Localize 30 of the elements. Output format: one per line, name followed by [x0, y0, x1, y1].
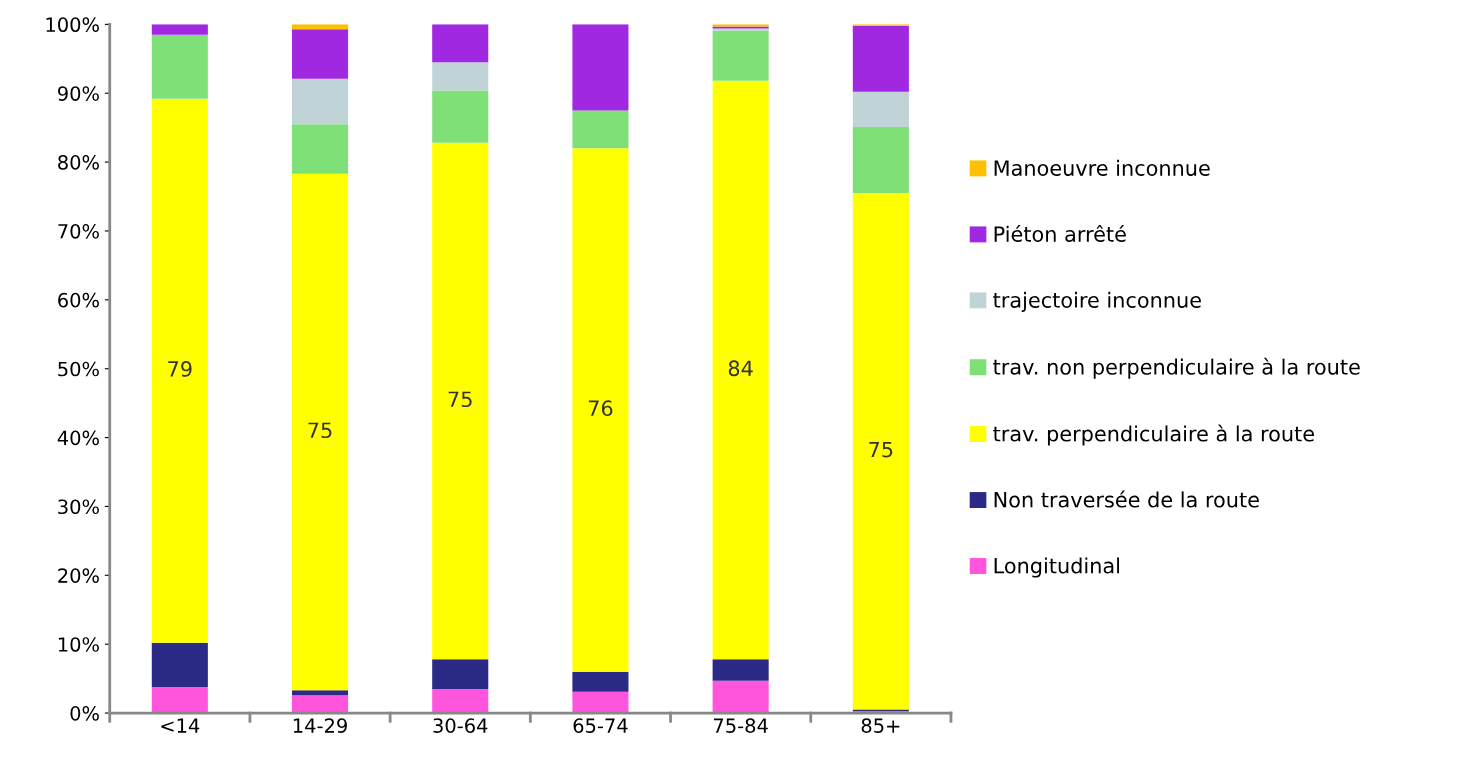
- y-tick-label: 60%: [58, 292, 99, 308]
- legend-label: Piéton arrêté: [994, 224, 1126, 242]
- data-label: 75: [869, 441, 893, 458]
- y-tick-label: 80%: [58, 155, 99, 170]
- legend-label: trav. non perpendiculaire à la route: [993, 357, 1360, 379]
- data-label: 75: [448, 391, 472, 408]
- y-tick-label: 90%: [58, 86, 99, 101]
- y-tick-label: 10%: [58, 637, 99, 652]
- x-tick-label: 85+: [861, 718, 900, 733]
- y-tick-label: 40%: [57, 430, 99, 446]
- y-tick-label: 100%: [46, 17, 99, 33]
- legend-label: trajectoire inconnue: [993, 291, 1201, 312]
- data-label: 75: [308, 422, 332, 439]
- legend-label: trav. perpendiculaire à la route: [993, 424, 1314, 446]
- x-tick-label: 65-74: [573, 718, 628, 733]
- x-tick-label: 30-64: [433, 718, 488, 733]
- x-tick-label: 75-84: [713, 718, 768, 733]
- y-tick-label: 30%: [58, 499, 99, 515]
- data-label: 79: [168, 361, 192, 377]
- y-tick-label: 70%: [58, 223, 99, 239]
- y-tick-label: 50%: [58, 361, 99, 377]
- x-tick-label: <14: [161, 718, 200, 733]
- legend-label: Manoeuvre inconnue: [994, 159, 1210, 176]
- y-tick-label: 0%: [70, 706, 99, 721]
- y-tick-label: 20%: [58, 568, 99, 583]
- legend-label: Longitudinal: [994, 557, 1120, 578]
- legend-label: Non traversée de la route: [994, 490, 1259, 508]
- data-label: 76: [588, 400, 613, 417]
- data-label: 84: [728, 360, 753, 377]
- x-tick-label: 14-29: [293, 718, 347, 733]
